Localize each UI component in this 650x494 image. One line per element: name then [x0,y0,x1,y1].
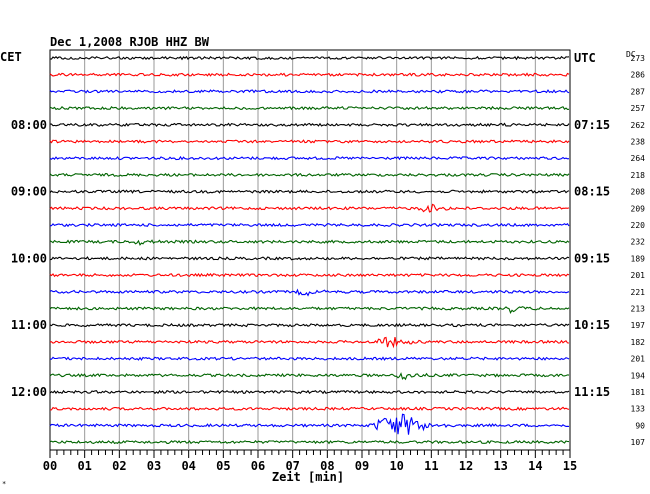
left-hour-label: 12:00 [11,385,47,399]
dc-value: 208 [631,188,646,197]
dc-value: 232 [631,238,646,247]
dc-value: 286 [631,71,646,80]
trace-row-14 [49,288,570,297]
plot-frame [49,49,571,451]
trace-row-4 [50,122,570,127]
seismic-traces [49,55,570,445]
x-tick-label: 15 [563,459,577,473]
trace-row-9 [49,203,570,213]
dc-value: 221 [631,288,646,297]
x-tick-label: 08 [320,459,334,473]
left-hour-label: 08:00 [11,118,47,132]
x-tick-label: 06 [251,459,265,473]
x-tick-label: 03 [147,459,161,473]
right-hour-label: 08:15 [574,185,610,199]
trace-row-6 [49,155,570,161]
x-tick-label: 04 [181,459,195,473]
x-tick-label: 13 [493,459,507,473]
left-hour-label: 09:00 [11,185,47,199]
dc-value: 287 [631,87,646,96]
dc-value: 257 [631,104,646,113]
corner-mark: * [2,480,6,488]
dc-value: 189 [631,254,646,263]
left-hour-labels: 08:00 09:00 10:00 11:00 12:00 [11,118,47,399]
dc-value: 262 [631,121,646,130]
dc-value: 209 [631,204,646,213]
x-tick-label: 12 [459,459,473,473]
trace-row-2 [49,89,570,94]
x-tick-label: 02 [112,459,126,473]
trace-row-17 [49,336,570,349]
trace-row-15 [49,306,570,314]
dc-value: 273 [631,54,646,63]
x-tick-label: 10 [389,459,403,473]
x-axis: 00 01 02 03 04 05 06 07 08 09 10 11 12 13 14 15 [43,450,577,473]
dc-value: 90 [635,421,645,430]
x-tick-label: 00 [43,459,57,473]
trace-row-13 [49,272,570,278]
minute-grid [84,50,536,450]
left-hour-label: 11:00 [11,318,47,332]
x-tick-label: 05 [216,459,230,473]
right-hour-label: 10:15 [574,318,610,332]
dc-value: 133 [631,405,646,414]
trace-row-1 [49,72,570,77]
trace-row-12 [49,256,570,261]
x-tick-label: 14 [528,459,542,473]
chart-title: Dec 1,2008 RJOB HHZ BW [50,35,210,49]
dc-values: 273 286 287 257 262 238 264 218 208 209 220 232 189 2… [631,54,646,447]
trace-row-5 [49,139,570,144]
trace-row-0 [49,55,570,61]
dc-value: 218 [631,171,646,180]
dc-value: 181 [631,388,646,397]
dc-value: 264 [631,154,646,163]
x-tick-label: 11 [424,459,438,473]
left-hour-label: 10:00 [11,251,47,265]
dc-value: 201 [631,355,646,364]
right-hour-label: 11:15 [574,385,610,399]
dc-value: 238 [631,138,646,147]
dc-value: 182 [631,338,646,347]
right-hour-label: UTC [574,51,596,65]
x-tick-label: 07 [285,459,299,473]
dc-value: 107 [631,438,646,447]
dc-value: 213 [631,305,646,314]
trace-row-20 [49,389,570,395]
dc-value: 197 [631,321,646,330]
trace-row-18 [50,356,570,361]
dc-value: 201 [631,271,646,280]
right-hour-labels: UTC 07:15 08:15 09:15 10:15 11:15 [574,51,610,399]
dc-value: 194 [631,371,646,380]
trace-row-7 [49,172,570,178]
trace-row-22 [49,413,570,435]
trace-row-21 [49,406,570,411]
right-hour-label: 07:15 [574,118,610,132]
trace-row-11 [49,239,570,246]
trace-row-23 [49,439,570,445]
trace-row-10 [49,222,570,228]
x-tick-label: 01 [77,459,91,473]
x-axis-label: Zeit [min] [272,470,344,484]
trace-row-19 [49,372,570,381]
trace-row-8 [49,189,570,194]
right-hour-label: 09:15 [574,251,610,265]
trace-row-3 [49,105,570,111]
left-timezone-label: CET [0,50,22,64]
dc-header-label: DC [626,50,636,59]
trace-row-16 [49,322,570,328]
dc-value: 220 [631,221,646,230]
x-tick-label: 09 [355,459,369,473]
